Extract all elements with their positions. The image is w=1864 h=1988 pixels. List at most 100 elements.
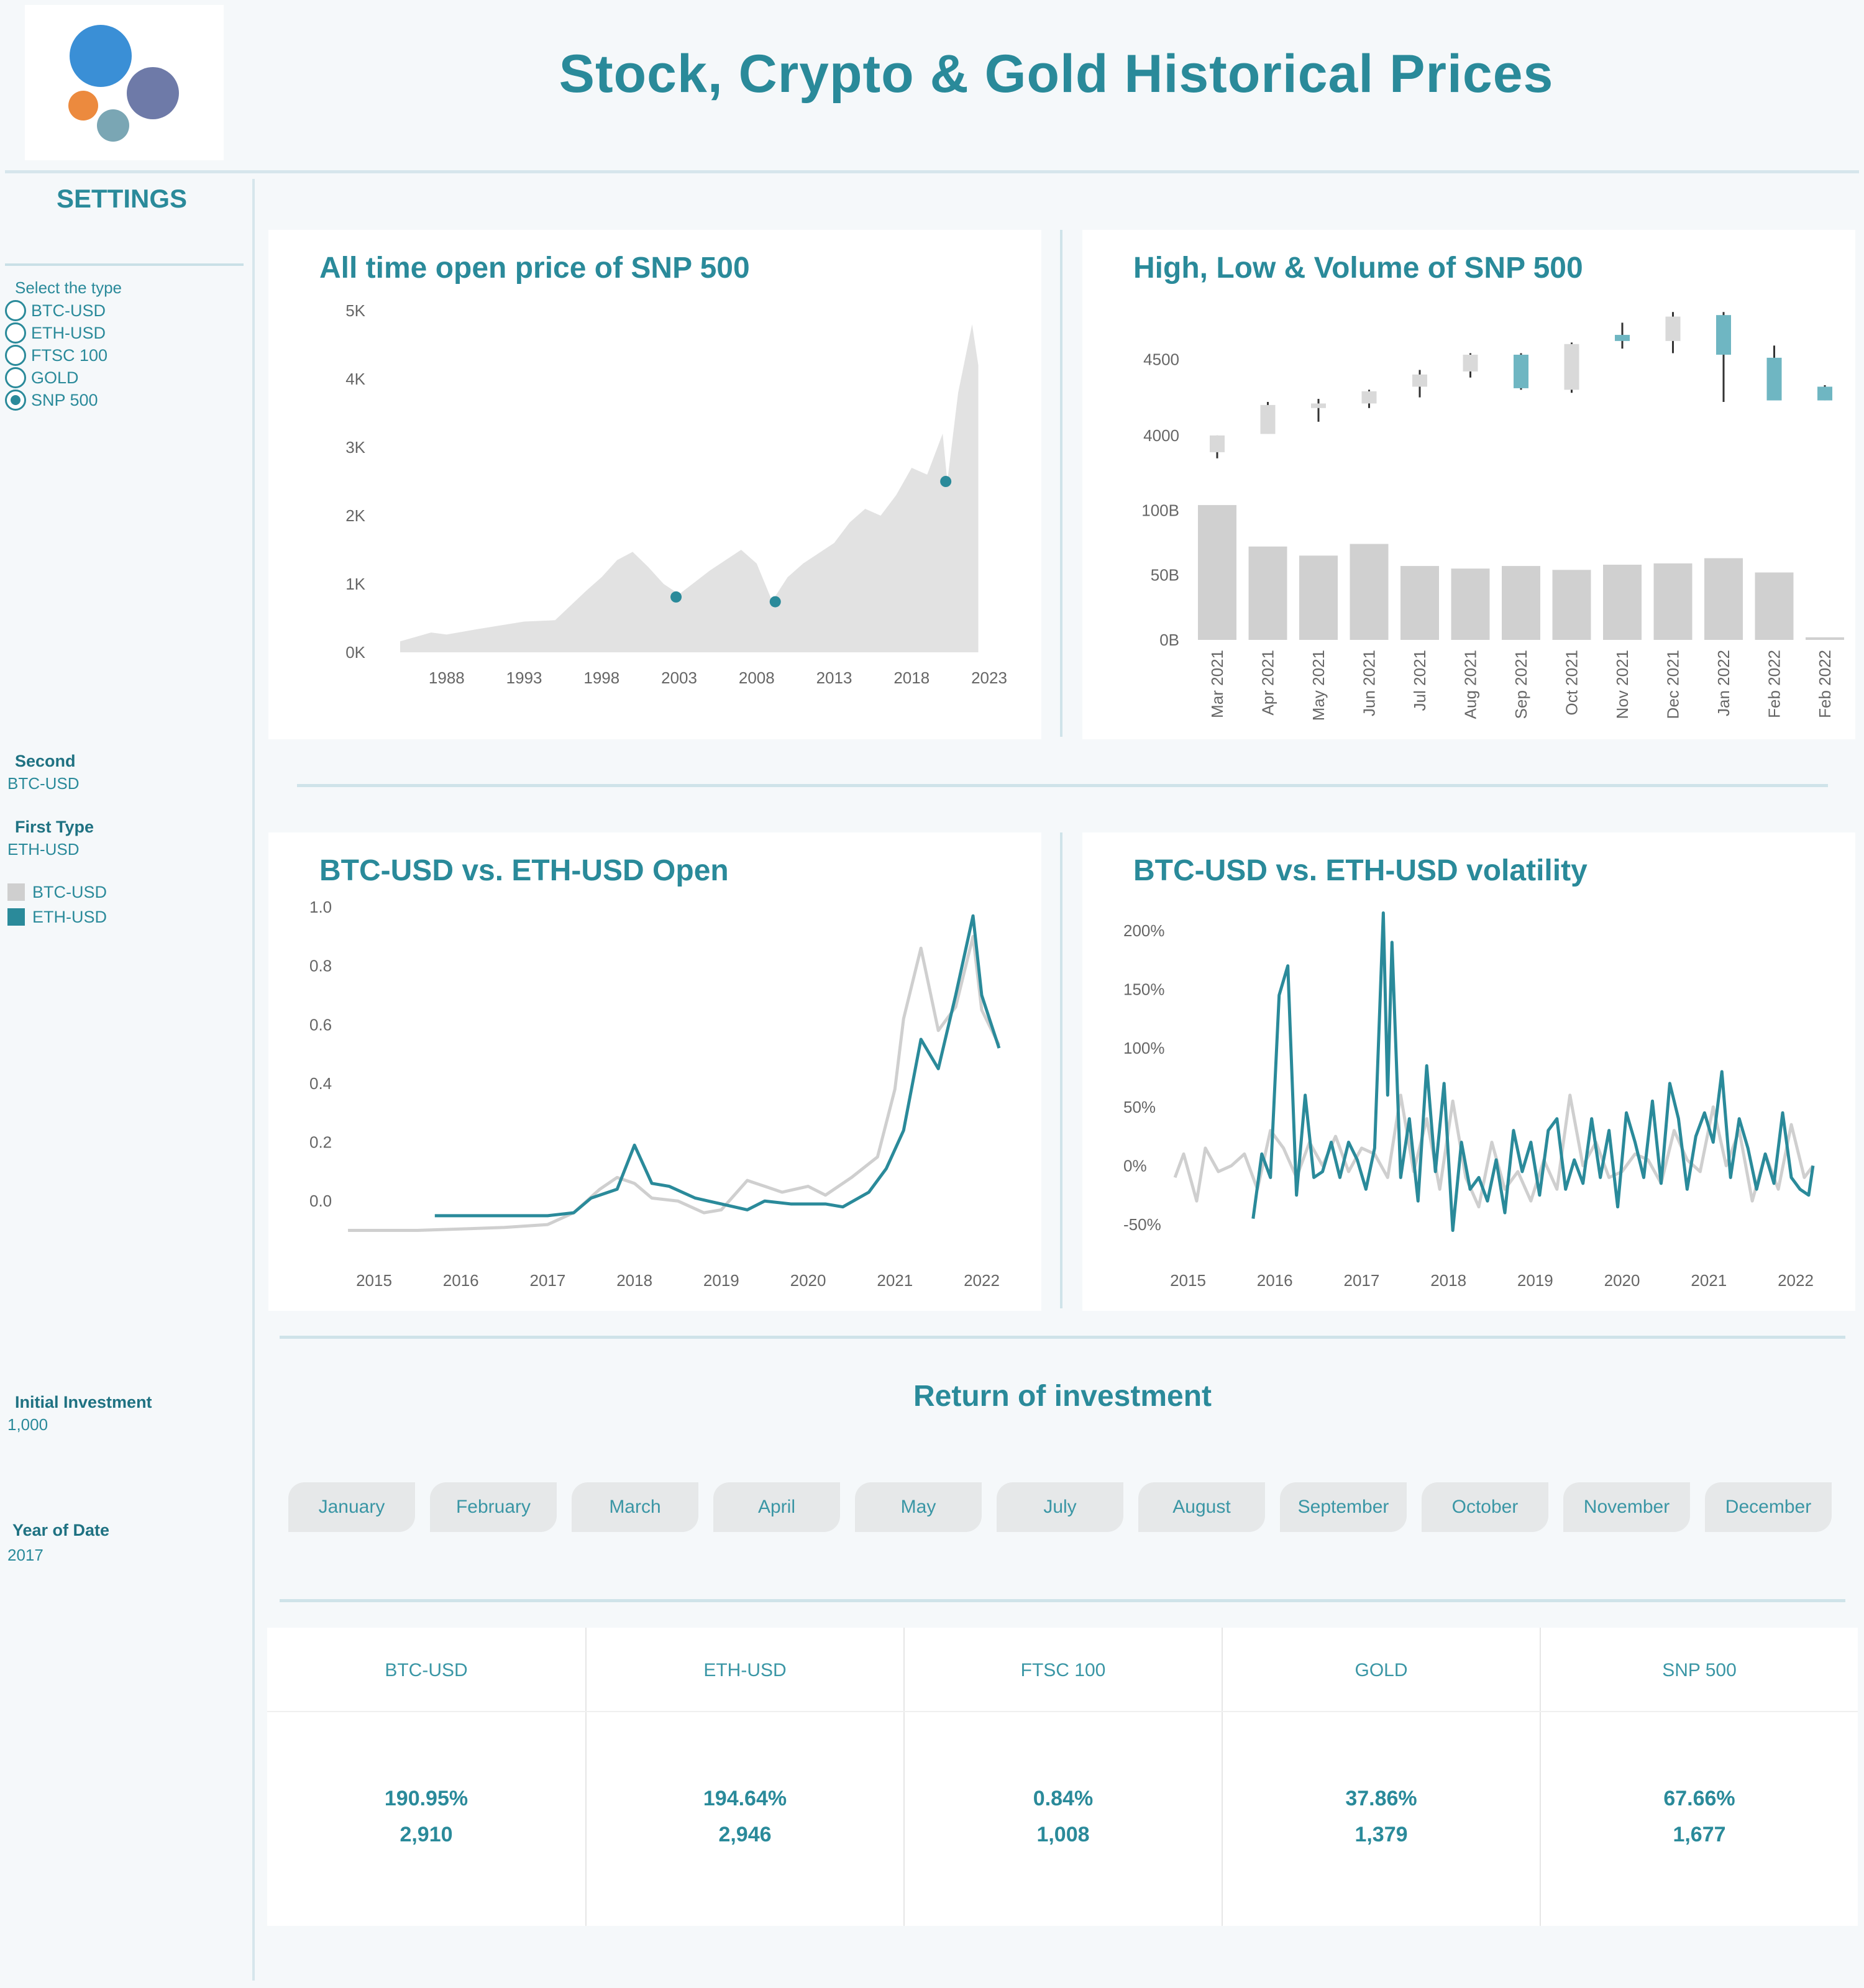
type-option-gold[interactable]: GOLD: [5, 367, 107, 389]
type-option-label: SNP 500: [31, 390, 98, 409]
candle-body: [1716, 315, 1731, 355]
x-tick-label: 2018: [893, 668, 930, 687]
x-tick-label: Feb 2022: [1816, 650, 1834, 718]
x-tick-label: 2015: [1170, 1271, 1206, 1290]
legend-label: ETH-USD: [32, 907, 107, 926]
logo-bubbles-icon: [68, 25, 179, 142]
hlv-chart: 4000 4500 0B 50B 100B Mar 2021 Apr 2021 May 202…: [1141, 312, 1844, 721]
settings-divider: [5, 263, 244, 266]
roi-column-snp: SNP 500 67.66% 1,677: [1540, 1628, 1858, 1926]
radio-icon[interactable]: [5, 322, 26, 344]
x-tick-label: Nov 2021: [1613, 650, 1632, 719]
y-tick-label: 1K: [345, 575, 365, 593]
year-of-date-value[interactable]: 2017: [7, 1546, 43, 1564]
y-tick-label: 150%: [1123, 980, 1165, 999]
highlight-point: [769, 596, 781, 608]
candle-body: [1210, 435, 1225, 452]
volatility-card: BTC-USD vs. ETH-USD volatility -50% 0% 50%…: [1082, 832, 1855, 1311]
roi-asset-name: ETH-USD: [703, 1660, 787, 1680]
y-tick-label: 5K: [345, 301, 365, 320]
month-button-april[interactable]: April: [713, 1482, 840, 1532]
volume-bar: [1653, 563, 1693, 640]
roi-column-btc: BTC-USD 190.95% 2,910: [267, 1628, 585, 1926]
x-tick-label: Jan 2022: [1714, 650, 1733, 716]
roi-table: BTC-USD 190.95% 2,910 ETH-USD 194.64% 2,…: [267, 1628, 1858, 1926]
first-type-label: First Type: [15, 818, 94, 836]
roi-value: 1,677: [1673, 1823, 1726, 1846]
compare-card: BTC-USD vs. ETH-USD Open 0.0 0.2 0.4 0.6 0.8…: [268, 832, 1041, 1311]
section-divider: [280, 1599, 1845, 1602]
candle-body: [1615, 335, 1630, 341]
volume-bar: [1248, 546, 1287, 640]
volume-bar: [1451, 568, 1490, 640]
roi-asset-name: BTC-USD: [385, 1660, 468, 1680]
first-type-value[interactable]: ETH-USD: [7, 840, 80, 859]
radio-icon[interactable]: [5, 345, 26, 366]
y-tick-label: 0%: [1123, 1156, 1147, 1175]
y-tick-label: 4K: [345, 370, 365, 388]
roi-value: 2,910: [400, 1823, 453, 1846]
roi-column-ftsc: FTSC 100 0.84% 1,008: [903, 1628, 1222, 1926]
roi-value: 2,946: [718, 1823, 772, 1846]
month-button-february[interactable]: February: [430, 1482, 557, 1532]
type-option-ftsc[interactable]: FTSC 100: [5, 344, 107, 367]
page-title: Stock, Crypto & Gold Historical Prices: [559, 44, 1554, 104]
candle-body: [1766, 357, 1782, 401]
x-tick-label: Dec 2021: [1664, 650, 1683, 719]
roi-percent: 190.95%: [384, 1787, 468, 1810]
month-button-september[interactable]: September: [1280, 1482, 1407, 1532]
x-tick-label: Aug 2021: [1461, 650, 1480, 719]
volume-bar: [1350, 544, 1389, 640]
legend-item-btc[interactable]: BTC-USD: [7, 880, 107, 905]
roi-column-eth: ETH-USD 194.64% 2,946: [585, 1628, 903, 1926]
candle-body: [1564, 344, 1579, 390]
volume-bar: [1603, 564, 1642, 640]
type-option-label: GOLD: [31, 368, 79, 387]
y-tick-label: 3K: [345, 438, 365, 457]
month-button-july[interactable]: July: [997, 1482, 1123, 1532]
hlv-title: High, Low & Volume of SNP 500: [1133, 252, 1583, 285]
radio-icon[interactable]: [5, 300, 26, 321]
candle-body: [1817, 386, 1832, 401]
initial-investment-value[interactable]: 1,000: [7, 1415, 48, 1434]
highlight-point: [670, 591, 682, 603]
x-tick-label: Mar 2021: [1208, 650, 1227, 718]
volume-bar: [1704, 558, 1743, 640]
month-button-november[interactable]: November: [1563, 1482, 1690, 1532]
hlv-card: High, Low & Volume of SNP 500 4000 4500 0B…: [1082, 230, 1855, 739]
type-select-prompt: Select the type: [15, 278, 122, 297]
volume-tick-label: 100B: [1141, 501, 1179, 519]
x-tick-label: Jun 2021: [1360, 650, 1379, 716]
x-tick-label: 2023: [971, 668, 1007, 687]
price-tick-label: 4500: [1143, 350, 1179, 368]
month-button-may[interactable]: May: [855, 1482, 982, 1532]
x-tick-label: 1993: [506, 668, 542, 687]
type-option-snp[interactable]: SNP 500: [5, 389, 107, 411]
month-button-october[interactable]: October: [1422, 1482, 1548, 1532]
open-price-card: All time open price of SNP 500 0K 1K 2K 3K 4…: [268, 230, 1041, 739]
roi-percent: 0.84%: [1033, 1787, 1094, 1810]
roi-header-divider: [267, 1711, 1858, 1712]
month-button-march[interactable]: March: [572, 1482, 698, 1532]
second-type-label: Second: [15, 752, 76, 770]
month-button-august[interactable]: August: [1138, 1482, 1265, 1532]
volume-bar: [1755, 572, 1794, 640]
legend-swatch-icon: [7, 908, 25, 926]
type-option-eth[interactable]: ETH-USD: [5, 322, 107, 344]
y-tick-label: 100%: [1123, 1039, 1165, 1057]
type-option-btc[interactable]: BTC-USD: [5, 299, 107, 322]
legend-item-eth[interactable]: ETH-USD: [7, 905, 107, 929]
radio-icon[interactable]: [5, 367, 26, 388]
y-tick-label: 200%: [1123, 921, 1165, 940]
y-tick-label: 0.8: [309, 957, 332, 975]
radio-selected-icon[interactable]: [5, 390, 26, 411]
initial-investment-label: Initial Investment: [15, 1393, 152, 1411]
volume-tick-label: 0B: [1159, 631, 1179, 649]
month-button-december[interactable]: December: [1705, 1482, 1832, 1532]
month-button-january[interactable]: January: [288, 1482, 415, 1532]
roi-asset-name: FTSC 100: [1020, 1660, 1106, 1680]
x-tick-label: 2020: [790, 1271, 826, 1290]
second-type-value[interactable]: BTC-USD: [7, 774, 80, 793]
header-divider: [5, 170, 1859, 173]
logo: [25, 5, 224, 160]
